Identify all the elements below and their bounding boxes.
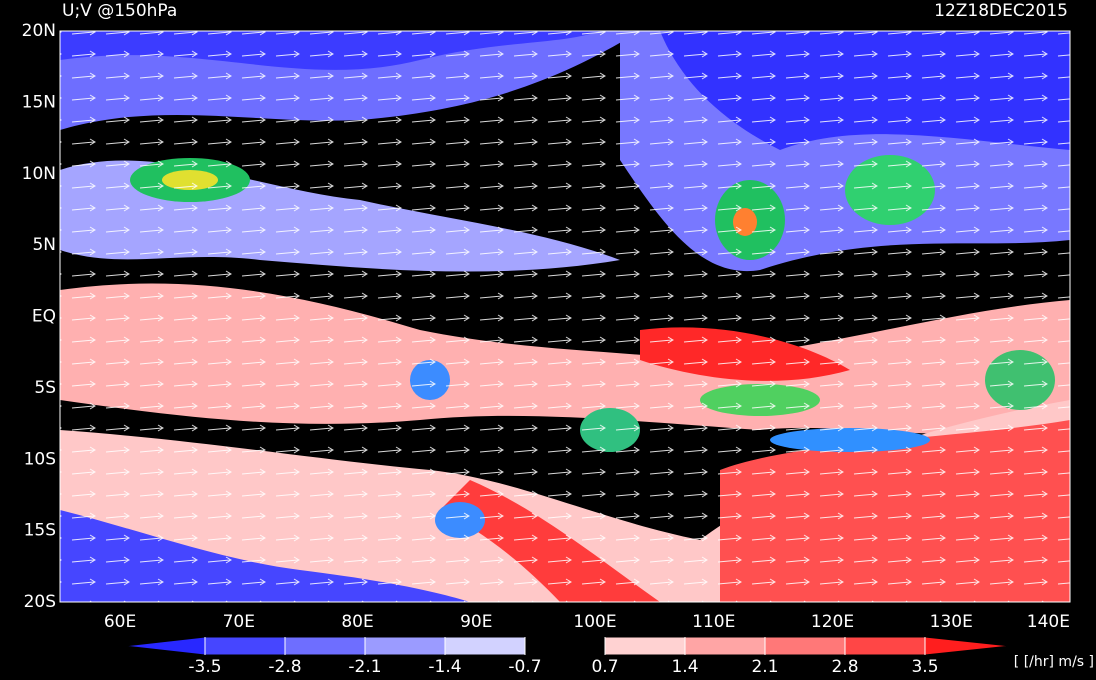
colorbar-tick-label: -3.5 [188,657,221,677]
colorbar-unit: [ [/hr] m/s ] [1014,654,1094,670]
colorbar: -3.5 -2.8 -2.1 -1.4 -0.7 0.7 1.4 2.1 2.8 3.5 [124,636,1011,677]
lon-label: 130E [930,612,973,632]
colorbar-box [284,636,366,656]
lat-label: 20N [22,21,56,41]
colorbar-tick-label: -0.7 [508,657,541,677]
colorbar-box [524,636,606,656]
axis-labels: 20N 15N 10N 5N EQ 5S 10S 15S 20S 60E 70E 80E 90E 100E… [22,21,1070,632]
lat-label: 15N [22,92,56,112]
lon-label: 110E [692,612,735,632]
lon-label: 90E [460,612,492,632]
time-stamp: 12Z18DEC2015 [934,1,1068,21]
lat-label: 10N [22,164,56,184]
lon-label: 80E [341,612,373,632]
lon-label: 140E [1027,612,1070,632]
lon-label: 120E [811,612,854,632]
lat-label: EQ [32,307,56,327]
colorbar-box [364,636,446,656]
lon-label: 60E [104,612,136,632]
colorbar-box [204,636,286,656]
lat-label: 10S [24,449,56,469]
colorbar-tick-label: -2.1 [348,657,381,677]
lat-label: 5S [34,378,56,398]
map-frame [59,30,1071,603]
lon-label: 100E [573,612,616,632]
colorbar-box [444,636,526,656]
colorbar-tick-label: 1.4 [671,657,698,677]
lat-label: 20S [24,592,56,612]
colorbar-box [684,636,766,656]
colorbar-tick-label: -1.4 [428,657,461,677]
colorbar-box [604,636,686,656]
wind-vectors [60,31,1070,602]
colorbar-box [764,636,846,656]
lat-label: 15S [24,521,56,541]
colorbar-tick-label: 3.5 [911,657,938,677]
lat-label: 5N [32,235,56,255]
colorbar-tick-label: 2.8 [831,657,858,677]
colorbar-tick-label: 2.1 [751,657,778,677]
title: U;V @150hPa [62,1,177,21]
map-field [60,31,1070,602]
colorbar-tick-label: -2.8 [268,657,301,677]
colorbar-box [844,636,926,656]
lon-label: 70E [223,612,255,632]
colorbar-tick-label: 0.7 [591,657,618,677]
